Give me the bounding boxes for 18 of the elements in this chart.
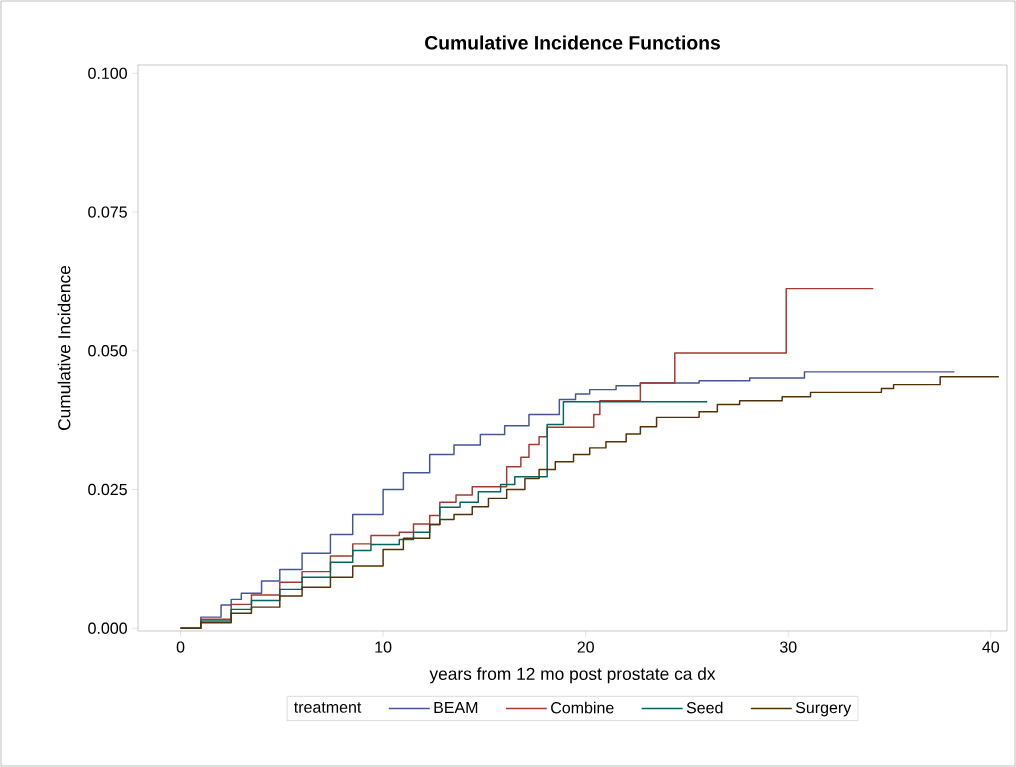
y-tick-label: 0.050 [88, 345, 127, 357]
legend-label: Seed [686, 701, 723, 714]
y-tick-label: 0.000 [88, 622, 127, 634]
y-tick-label: 0.025 [88, 483, 127, 496]
x-tick-label: 20 [577, 641, 594, 653]
legend-label: Combine [551, 701, 614, 714]
chart-title: Cumulative Incidence Functions [425, 35, 720, 50]
x-tick-label: 0 [176, 641, 185, 653]
legend-title: treatment [294, 702, 362, 713]
legend-label: Surgery [795, 701, 852, 717]
x-tick-label: 40 [982, 641, 1000, 653]
x-axis-title: years from 12 mo post prostate ca dx [429, 667, 716, 684]
y-axis-title: Cumulative Incidence [57, 265, 71, 430]
y-tick-label: 0.100 [88, 67, 127, 79]
x-tick-label: 10 [375, 641, 392, 653]
legend-label: BEAM [434, 701, 478, 713]
y-tick-label: 0.075 [88, 206, 127, 218]
x-tick-label: 30 [779, 641, 797, 653]
